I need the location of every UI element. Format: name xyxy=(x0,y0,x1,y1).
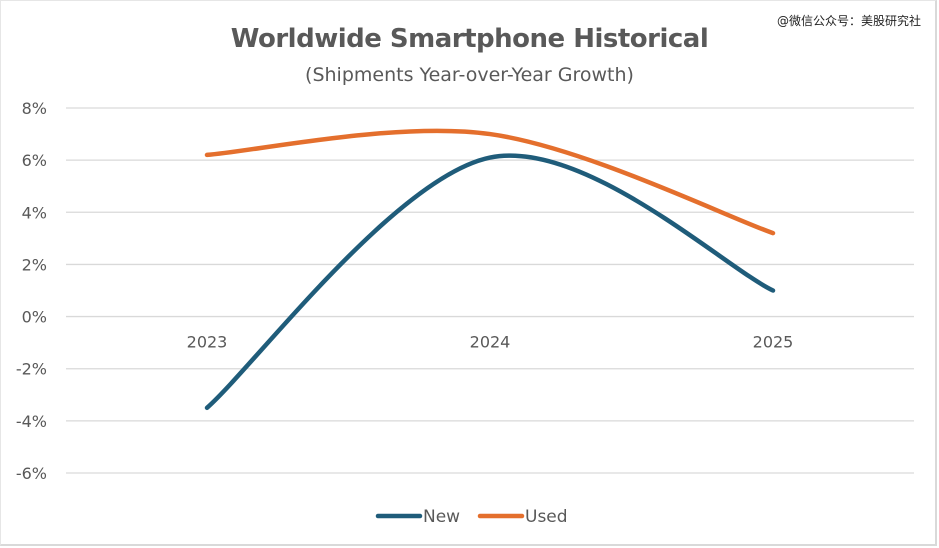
series-line-new xyxy=(204,153,776,411)
y-tick-label: -4% xyxy=(16,412,47,431)
chart-title: Worldwide Smartphone Historical xyxy=(230,24,709,54)
y-tick-label: 6% xyxy=(22,151,47,170)
y-tick-label: 4% xyxy=(22,203,47,222)
series-line-used xyxy=(204,128,776,236)
gridlines xyxy=(66,107,914,474)
y-tick-label: -2% xyxy=(16,360,47,379)
y-tick-label: 2% xyxy=(22,255,47,274)
y-tick-label: 0% xyxy=(22,308,47,327)
legend-label-new: New xyxy=(423,507,460,527)
watermark: @微信公众号：美股研究社 xyxy=(776,14,921,28)
x-tick-label: 2025 xyxy=(753,333,794,352)
series-lines xyxy=(204,128,776,411)
x-tick-label: 2023 xyxy=(187,333,228,352)
legend-label-used: Used xyxy=(525,507,568,527)
legend: New Used xyxy=(375,507,568,527)
y-tick-label: -6% xyxy=(16,464,47,483)
x-tick-label: 2024 xyxy=(470,333,511,352)
y-tick-label: 8% xyxy=(22,99,47,118)
chart-subtitle: (Shipments Year-over-Year Growth) xyxy=(305,64,634,86)
y-axis-tick-labels: 8% 6% 4% 2% 0% -2% -4% -6% xyxy=(16,99,47,483)
x-axis-category-labels: 2023 2024 2025 xyxy=(187,333,794,352)
